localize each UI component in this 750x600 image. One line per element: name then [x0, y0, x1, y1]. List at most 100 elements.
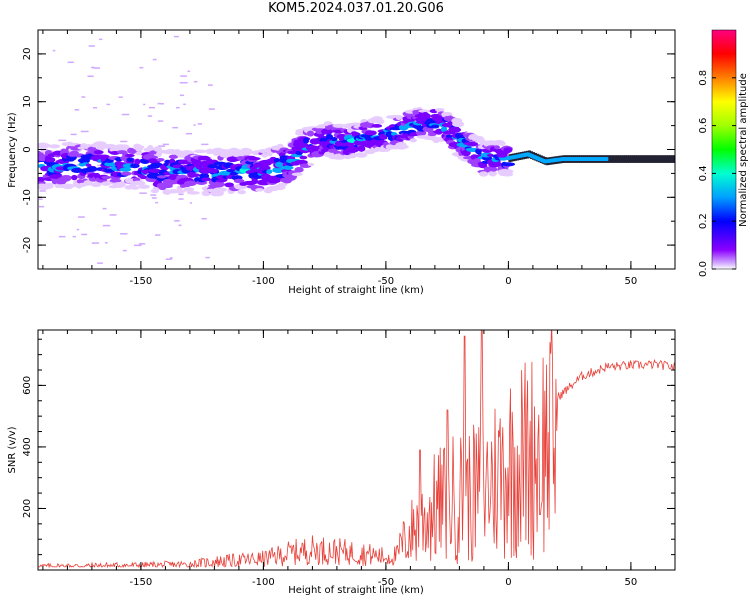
spectral-blob — [673, 155, 675, 163]
spectral-blob — [71, 167, 84, 174]
spectral-speckle — [183, 103, 186, 106]
spectral-speckle — [91, 66, 95, 69]
spectrogram-x-tick-label: 50 — [625, 276, 638, 287]
spectral-speckle — [104, 242, 108, 244]
spectral-blob — [41, 143, 51, 148]
spectral-blob — [193, 149, 207, 154]
spectral-speckle — [205, 256, 210, 259]
spectral-blob — [478, 171, 489, 177]
spectrogram-y-tick-label: -20 — [22, 237, 33, 253]
spectral-speckle — [187, 70, 191, 73]
spectral-speckle — [189, 202, 193, 204]
spectral-blob — [449, 128, 461, 132]
spectral-blob — [62, 183, 74, 190]
spectral-speckle — [158, 145, 166, 147]
spectral-speckle — [72, 235, 76, 238]
spectrogram-x-tick-label: 0 — [505, 276, 511, 287]
spectral-speckle — [39, 190, 46, 192]
spectral-blob — [614, 155, 618, 163]
spectral-speckle — [148, 106, 155, 109]
spectral-blob — [131, 180, 146, 186]
spectral-blob — [255, 188, 265, 192]
spectral-blob — [139, 175, 148, 180]
spectral-blob — [488, 170, 497, 177]
spectral-blob — [85, 163, 92, 167]
spectral-blob — [501, 162, 516, 167]
spectral-blob — [653, 155, 657, 163]
spectral-blob — [357, 145, 366, 152]
spectral-blob — [200, 177, 212, 182]
spectral-blob — [126, 157, 134, 162]
spectral-speckle — [58, 235, 66, 238]
spectral-blob — [291, 172, 304, 177]
spectral-blob — [302, 137, 310, 144]
spectral-blob — [603, 157, 610, 162]
snr-y-tick-label: 200 — [22, 499, 33, 518]
spectral-speckle — [76, 228, 80, 231]
snr-x-axis-label: Height of straight line (km) — [288, 585, 424, 596]
spectral-blob — [83, 180, 93, 186]
spectral-blob — [184, 180, 197, 186]
spectral-blob — [104, 161, 117, 167]
spectral-blob — [191, 173, 201, 178]
spectral-blob — [622, 155, 626, 163]
spectral-blob — [282, 165, 294, 170]
spectral-blob — [93, 150, 104, 155]
spectral-blob — [616, 155, 620, 163]
spectral-blob — [478, 163, 488, 169]
spectral-blob — [213, 187, 227, 193]
spectral-blob — [296, 142, 309, 148]
spectral-speckle — [88, 45, 95, 47]
colorbar-tick-label: 0.6 — [698, 118, 709, 134]
spectral-speckle — [52, 49, 56, 52]
spectral-blob — [667, 155, 671, 163]
spectral-blob — [106, 169, 114, 173]
spectral-blob — [657, 155, 661, 163]
spectral-blob — [421, 112, 429, 117]
spectral-blob — [502, 172, 514, 177]
spectral-speckle — [102, 224, 111, 227]
snr-y-axis-label: SNR (v/v) — [7, 426, 18, 473]
spectral-speckle — [193, 80, 198, 83]
spectral-blob — [118, 182, 126, 188]
spectral-blob — [250, 179, 260, 184]
spectral-speckle — [70, 133, 77, 136]
spectral-blob — [150, 162, 163, 168]
spectral-speckle — [147, 115, 153, 117]
spectral-blob — [651, 155, 655, 163]
snr-x-tick-label: -100 — [252, 577, 275, 588]
spectral-blob — [618, 155, 622, 163]
colorbar-tick-label: 0.4 — [698, 165, 709, 181]
spectral-blob — [608, 155, 612, 163]
spectral-speckle — [120, 140, 128, 143]
spectral-speckle — [74, 109, 80, 111]
spectral-blob — [466, 141, 479, 147]
spectral-speckle — [93, 67, 101, 69]
spectral-speckle — [38, 198, 43, 201]
spectral-blob — [626, 155, 629, 163]
spectral-blob — [643, 155, 647, 163]
snr-x-tick-label: -50 — [378, 577, 394, 588]
spectral-blob — [661, 155, 665, 163]
spectral-blob — [354, 152, 368, 158]
spectral-speckle — [78, 216, 85, 218]
snr-y-tick-label: 600 — [22, 376, 33, 395]
spectral-blob — [38, 176, 46, 182]
spectral-blob — [629, 155, 633, 163]
spectral-speckle — [143, 103, 146, 106]
spectral-speckle — [178, 198, 184, 200]
spectral-blob — [130, 186, 140, 190]
spectral-blob — [501, 169, 514, 174]
spectral-speckle — [155, 201, 159, 204]
spectral-blob — [156, 158, 165, 162]
spectral-blob — [294, 166, 304, 173]
spectral-blob — [375, 118, 385, 125]
spectral-blob — [659, 155, 663, 163]
spectral-speckle — [103, 172, 109, 174]
spectral-blob — [430, 124, 440, 129]
spectral-blob — [409, 138, 417, 143]
spectral-speckle — [97, 262, 103, 264]
